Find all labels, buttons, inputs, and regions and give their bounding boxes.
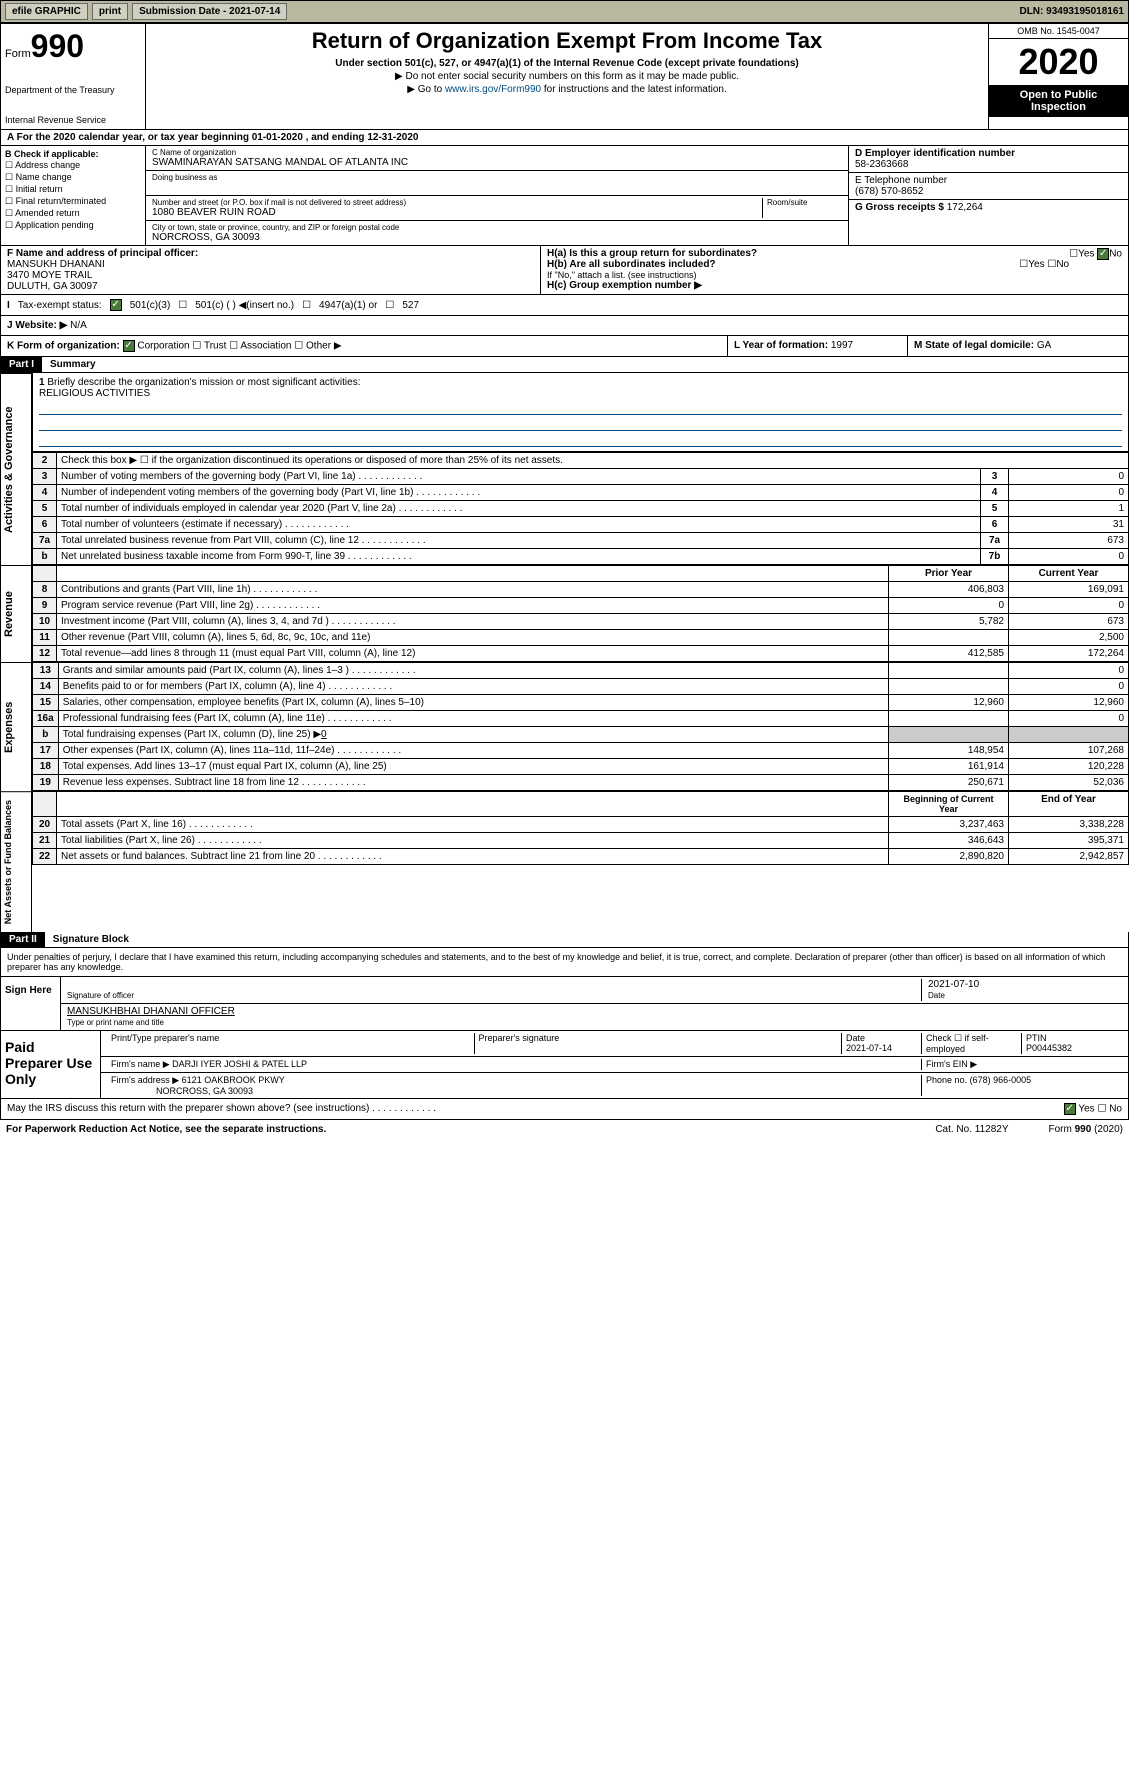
gov-table: 2Check this box ▶ ☐ if the organization … xyxy=(32,452,1129,565)
gross-receipts: 172,264 xyxy=(947,202,983,213)
paperwork-notice: For Paperwork Reduction Act Notice, see … xyxy=(6,1124,326,1135)
org-name: SWAMINARAYAN SATSANG MANDAL OF ATLANTA I… xyxy=(152,157,408,168)
form-label: Form xyxy=(5,48,31,60)
signature-block: Under penalties of perjury, I declare th… xyxy=(0,948,1129,1120)
year-formed: 1997 xyxy=(831,340,853,351)
v5: 1 xyxy=(1009,501,1129,517)
discuss-yes-check: ✓ xyxy=(1064,1103,1076,1115)
website-row: J Website: ▶ N/A xyxy=(0,316,1129,336)
dept: Department of the Treasury xyxy=(5,85,141,95)
c22: 2,942,857 xyxy=(1009,849,1129,865)
rev-sidebar: Revenue xyxy=(0,565,32,662)
c20: 3,338,228 xyxy=(1009,817,1129,833)
prep-phone: (678) 966-0005 xyxy=(970,1075,1032,1085)
c8: 169,091 xyxy=(1009,582,1129,598)
irs: Internal Revenue Service xyxy=(5,115,141,125)
c12: 172,264 xyxy=(1009,646,1129,662)
net-sidebar: Net Assets or Fund Balances xyxy=(0,791,32,932)
form-footer: Form 990 (2020) xyxy=(1049,1124,1123,1135)
prep-date: 2021-07-14 xyxy=(846,1043,892,1053)
part1-title: Summary xyxy=(42,357,104,372)
website: N/A xyxy=(70,320,87,331)
v4: 0 xyxy=(1009,485,1129,501)
net-table: Beginning of Current YearEnd of Year 20T… xyxy=(32,791,1129,865)
v7a: 673 xyxy=(1009,533,1129,549)
part1-label: Part I xyxy=(1,357,42,372)
sig-date: 2021-07-10 xyxy=(928,979,979,990)
efile-btn[interactable]: efile GRAPHIC xyxy=(5,3,88,20)
part2-label: Part II xyxy=(1,932,45,947)
gov-sidebar: Activities & Governance xyxy=(0,373,32,565)
period-row: A For the 2020 calendar year, or tax yea… xyxy=(0,130,1129,146)
part2-title: Signature Block xyxy=(45,932,137,947)
entity-block: B Check if applicable: ☐ Address change … xyxy=(0,146,1129,246)
note2: ▶ Go to www.irs.gov/Form990 for instruct… xyxy=(150,84,984,95)
v3: 0 xyxy=(1009,469,1129,485)
omb: OMB No. 1545-0047 xyxy=(989,24,1128,39)
state: GA xyxy=(1037,340,1051,351)
tax-year: 2020 xyxy=(989,39,1128,85)
subdate-btn: Submission Date - 2021-07-14 xyxy=(132,3,287,20)
dln: DLN: 93493195018161 xyxy=(1019,6,1124,17)
org-form-row: K Form of organization: ✓ Corporation ☐ … xyxy=(0,336,1129,357)
c18: 120,228 xyxy=(1009,759,1129,775)
org-addr: 1080 BEAVER RUIN ROAD xyxy=(152,207,276,218)
irs-link[interactable]: www.irs.gov/Form990 xyxy=(445,84,541,95)
note1: ▶ Do not enter social security numbers o… xyxy=(150,71,984,82)
ein: 58-2363668 xyxy=(855,159,908,170)
check-b: B Check if applicable: ☐ Address change … xyxy=(1,146,146,245)
rev-table: Prior YearCurrent Year 8Contributions an… xyxy=(32,565,1129,662)
exp-table: 13Grants and similar amounts paid (Part … xyxy=(32,662,1129,791)
mission: RELIGIOUS ACTIVITIES xyxy=(39,388,150,399)
firm-name: DARJI IYER JOSHI & PATEL LLP xyxy=(172,1059,307,1069)
form-title: Return of Organization Exempt From Incom… xyxy=(150,28,984,54)
ha-no-check: ✓ xyxy=(1097,248,1109,260)
open-public: Open to Public Inspection xyxy=(989,85,1128,117)
officer-row: F Name and address of principal officer:… xyxy=(0,246,1129,295)
v7b: 0 xyxy=(1009,549,1129,565)
exp-sidebar: Expenses xyxy=(0,662,32,791)
org-city: NORCROSS, GA 30093 xyxy=(152,232,260,243)
form-number: 990 xyxy=(31,28,84,64)
ptin: P00445382 xyxy=(1026,1043,1072,1053)
corp-check: ✓ xyxy=(123,340,135,352)
officer-sig-name: MANSUKHBHAI DHANANI OFFICER xyxy=(67,1006,235,1017)
officer-name: MANSUKH DHANANI xyxy=(7,259,105,270)
cat-no: Cat. No. 11282Y xyxy=(935,1124,1008,1135)
phone: (678) 570-8652 xyxy=(855,186,923,197)
501c3-check: ✓ xyxy=(110,299,122,311)
form-header: Form990 Department of the Treasury Inter… xyxy=(0,23,1129,130)
print-btn[interactable]: print xyxy=(92,3,128,20)
topbar: efile GRAPHIC print Submission Date - 20… xyxy=(0,0,1129,23)
form-subtitle: Under section 501(c), 527, or 4947(a)(1)… xyxy=(150,58,984,69)
v6: 31 xyxy=(1009,517,1129,533)
status-row: I Tax-exempt status: ✓ 501(c)(3) ☐ 501(c… xyxy=(0,295,1129,316)
